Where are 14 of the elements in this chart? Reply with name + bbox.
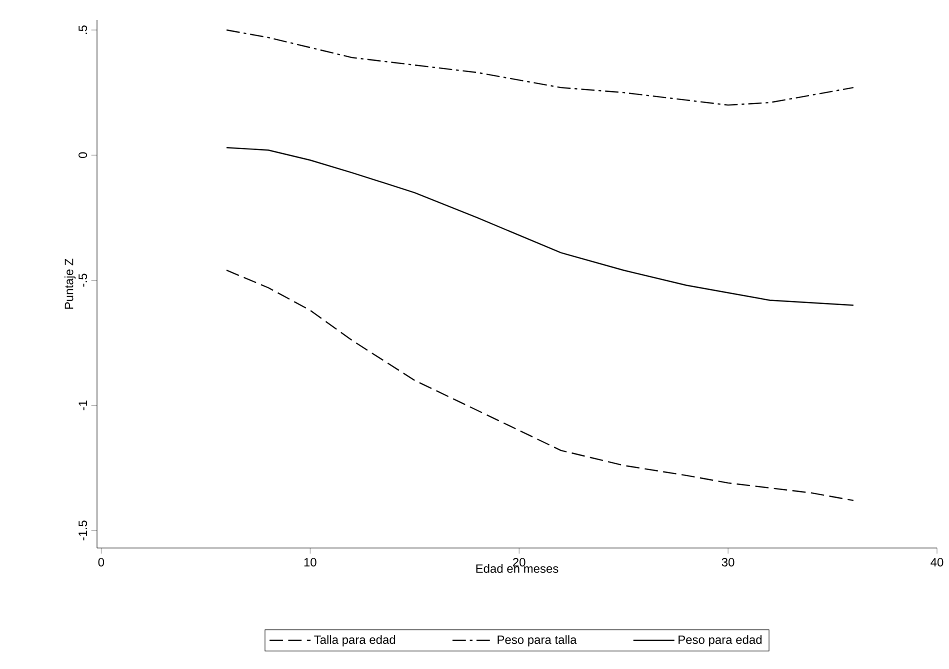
- y-tick-label: 0: [78, 152, 88, 158]
- x-tick-label: 30: [722, 558, 734, 566]
- y-axis-title: Puntaje Z: [64, 258, 76, 309]
- x-tick-label: 40: [930, 558, 944, 566]
- x-tick-label: 20: [513, 558, 526, 566]
- y-tick-label: .5: [78, 26, 88, 34]
- y-tick-label: -1: [78, 400, 88, 410]
- y-tick-label: -1.5: [78, 520, 88, 540]
- y-tick-label: -.5: [78, 274, 88, 287]
- legend-label: Talla para edad: [314, 635, 396, 646]
- legend-label: Peso para talla: [498, 635, 577, 646]
- legend-label: Peso para edad: [678, 635, 762, 646]
- x-tick-label: 10: [304, 558, 316, 566]
- x-tick-label: 0: [98, 558, 104, 566]
